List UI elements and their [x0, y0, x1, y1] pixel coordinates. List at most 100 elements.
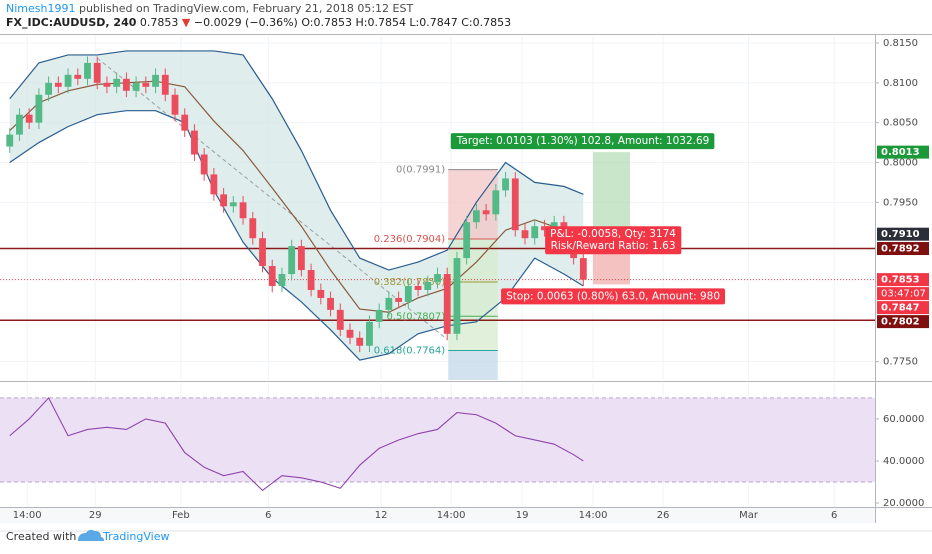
fib-label: 0.5(0.7807): [386, 311, 445, 322]
tv-logo: [78, 529, 104, 541]
candle-body: [366, 321, 373, 346]
candle-body: [297, 246, 305, 271]
y-tick-label: 0.8050: [883, 118, 918, 129]
candle-body: [25, 114, 33, 123]
candle-body: [385, 297, 393, 310]
label-text: P&L: -0.0058, Qty: 3174: [550, 228, 676, 240]
price-label-box: [877, 315, 929, 329]
candle-body: [93, 62, 101, 83]
candle-body: [84, 62, 91, 79]
band-line: [9, 110, 584, 361]
candle-body: [414, 285, 422, 290]
fib-zone: [448, 169, 498, 239]
candle-body: [74, 74, 82, 79]
change-arrow: ▼: [182, 16, 191, 29]
candle-body: [278, 274, 286, 286]
y-tick-label: 0.8100: [883, 78, 918, 89]
candle-body: [239, 202, 247, 219]
footer-created: Created with: [6, 530, 76, 543]
symbol-line: FX_IDC:AUDUSD, 240 0.7853 ▼ −0.0029 (−0.…: [6, 16, 511, 29]
symbol: FX_IDC:AUDUSD, 240: [6, 16, 137, 29]
position-label: Stop: 0.0063 (0.80%) 63.0, Amount: 980: [501, 288, 726, 305]
candle-body: [453, 258, 461, 334]
label-box: [450, 133, 715, 150]
candle-body: [307, 270, 315, 290]
candle-body: [171, 94, 179, 115]
footer-brand[interactable]: TradingView: [102, 530, 169, 543]
candle-body: [579, 258, 587, 280]
price-label-box: [877, 242, 929, 256]
x-tick-label: Feb: [172, 510, 190, 521]
candle-body: [229, 202, 237, 207]
candle-body: [521, 230, 529, 239]
candle-body: [395, 297, 403, 302]
candle-body: [424, 281, 432, 290]
candle-body: [16, 114, 23, 135]
candle-body: [443, 274, 451, 334]
band-fill: [9, 50, 584, 361]
price-label: 0.7847: [881, 303, 920, 314]
label-box: [545, 226, 682, 255]
x-tick-label: 14:00: [437, 510, 466, 521]
candle-body: [249, 218, 257, 239]
candle-body: [375, 309, 383, 322]
candle-body: [45, 82, 53, 95]
x-tick-label: 6: [831, 510, 837, 521]
y-tick-label: 60.0000: [883, 414, 924, 425]
author[interactable]: Nimesh1991: [6, 2, 75, 15]
change: −0.0029 (−0.36%): [194, 16, 298, 29]
candle-body: [220, 194, 228, 207]
candle-body: [356, 337, 364, 346]
ohlc: O:0.7853 H:0.7854 L:0.7847 C:0.7853: [301, 16, 511, 29]
candle-body: [181, 114, 189, 131]
label-text: Risk/Reward Ratio: 1.63: [551, 240, 676, 252]
candle-body: [210, 174, 218, 195]
price-label: 0.7910: [881, 229, 920, 240]
candle-body: [113, 78, 121, 87]
candle-body: [327, 297, 334, 310]
x-tick-label: 14:00: [579, 510, 608, 521]
candle-body: [492, 190, 500, 215]
rsi-band: [0, 397, 875, 482]
candle-body: [511, 178, 519, 231]
price-label: 0.7853: [881, 275, 920, 286]
last-price: 0.7853: [140, 16, 179, 29]
candle-body: [200, 154, 208, 175]
price-label: 0.7802: [881, 317, 920, 328]
published: published on TradingView.com, February 2…: [79, 2, 413, 15]
price-label-box: [877, 301, 929, 315]
band-line: [9, 50, 584, 271]
y-tick-label: 0.7950: [883, 197, 918, 208]
fib-label: 0.382(0.7850): [374, 277, 446, 288]
candle-body: [404, 285, 412, 302]
candle-body: [434, 274, 441, 282]
candle-body: [463, 222, 471, 259]
countdown-box: [877, 287, 929, 301]
candle-body: [6, 134, 14, 147]
candle-body: [54, 82, 62, 87]
label-box: [501, 288, 726, 305]
position-label: Target: 0.0103 (1.30%) 102.8, Amount: 10…: [450, 133, 715, 150]
candle-body: [317, 289, 325, 298]
candle-body: [336, 309, 344, 330]
x-tick-label: Mar: [739, 510, 759, 521]
candle-body: [142, 82, 150, 87]
y-tick-label: 0.8150: [883, 38, 918, 49]
candle-body: [541, 226, 548, 231]
price-label-box: [877, 227, 929, 241]
x-tick-label: 12: [375, 510, 388, 521]
candle-body: [288, 246, 296, 275]
candle-body: [531, 226, 539, 239]
label-text: Target: 0.0103 (1.30%) 102.8, Amount: 10…: [456, 135, 710, 147]
candle-body: [152, 74, 159, 87]
x-tick-label: 14:00: [13, 510, 42, 521]
price-label-box: [877, 145, 929, 159]
candle-body: [346, 329, 354, 338]
candle-body: [268, 266, 276, 286]
x-tick-label: 29: [89, 510, 102, 521]
countdown: 03:47:07: [881, 289, 926, 300]
label-text: Stop: 0.0063 (0.80%) 63.0, Amount: 980: [506, 290, 720, 302]
